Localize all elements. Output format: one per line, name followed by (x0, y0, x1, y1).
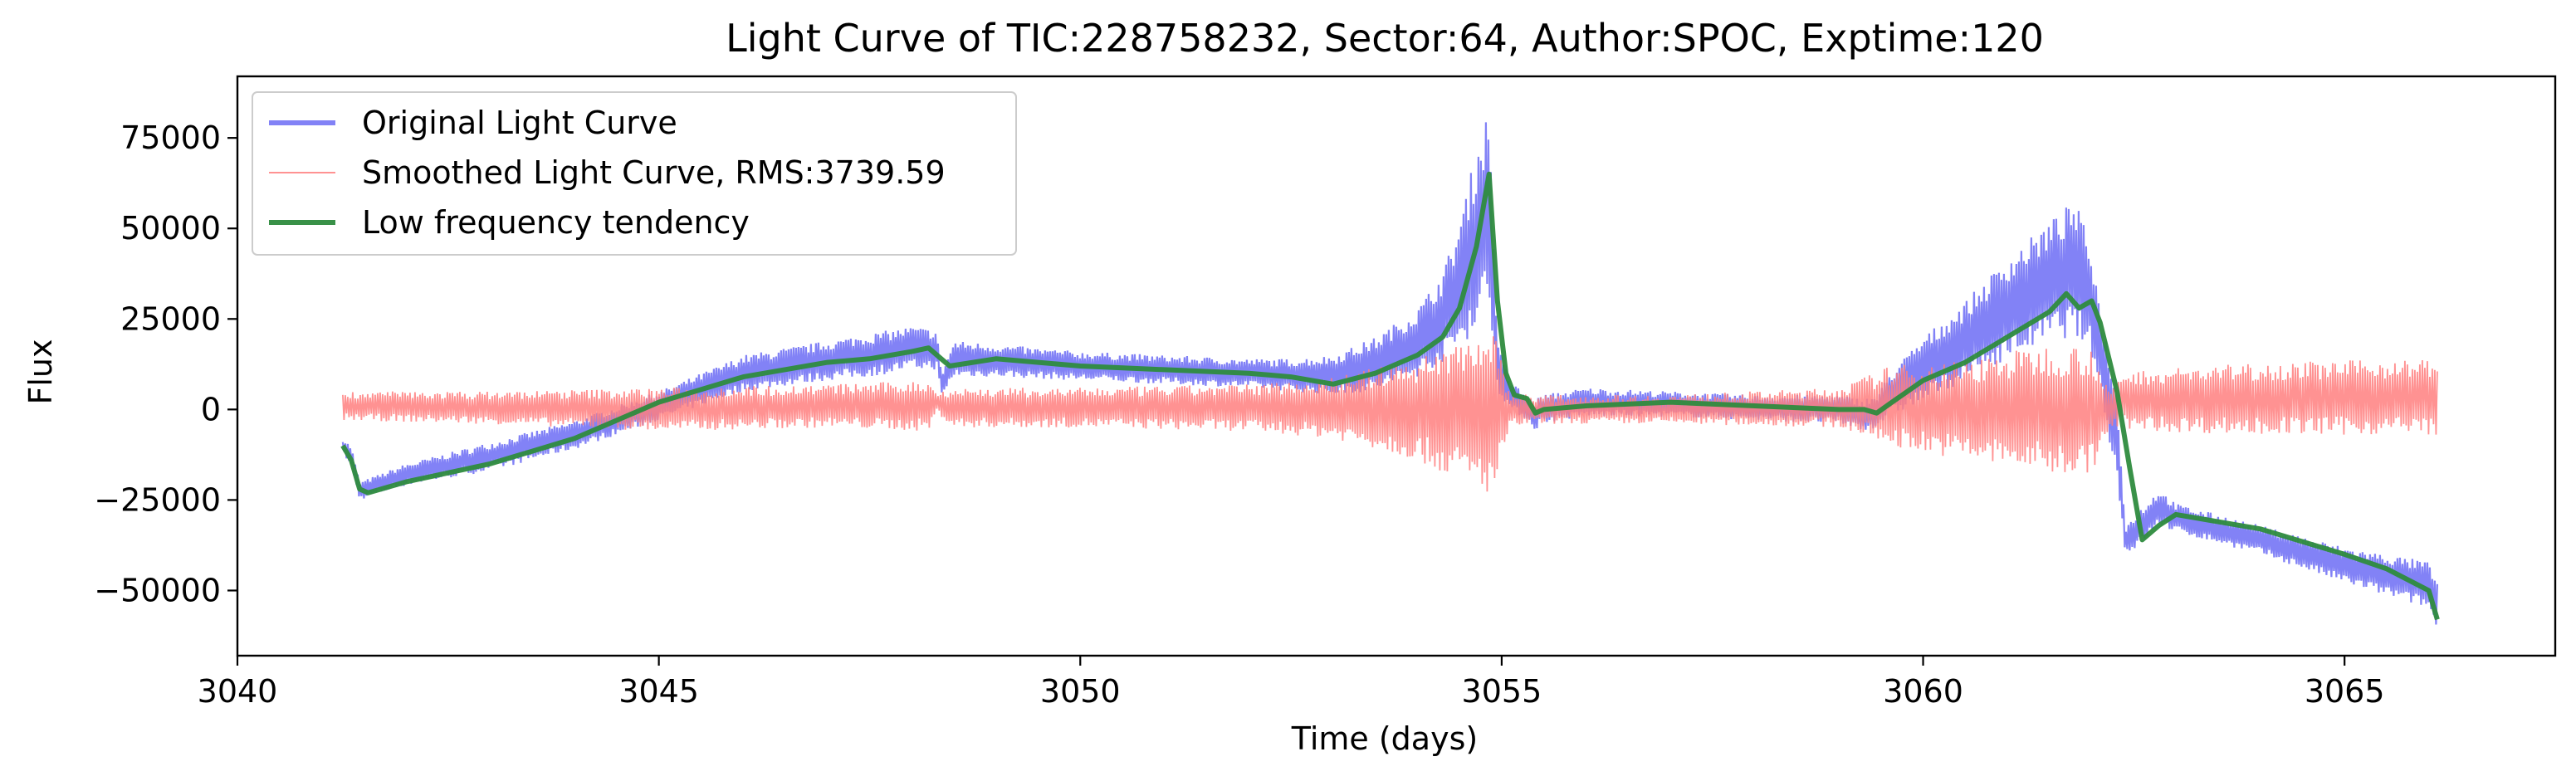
x-tick-label: 3055 (1462, 673, 1542, 710)
y-tick-label: 50000 (120, 210, 221, 247)
series-smoothed-light-curve-rms-3739-59 (342, 336, 2438, 492)
y-tick-label: 75000 (120, 120, 221, 156)
y-axis: −50000 −25000 0 25000 50000 75000 (94, 120, 237, 608)
data-layer (340, 122, 2440, 625)
plot-frame (236, 75, 2557, 657)
x-axis-label: Time (days) (1291, 720, 1478, 757)
x-tick-label: 3050 (1040, 673, 1121, 710)
legend-label-original-light-curve: Original Light Curve (362, 105, 677, 141)
legend-box (252, 91, 1017, 256)
x-tick-label: 3060 (1883, 673, 1963, 710)
y-tick-label: 25000 (120, 300, 221, 337)
x-tick-label: 3065 (2305, 673, 2385, 710)
y-tick-label: −50000 (94, 572, 221, 608)
x-tick-label: 3040 (198, 673, 278, 710)
legend-label-low-frequency-tendency: Low frequency tendency (362, 204, 750, 241)
series-low-frequency-tendency (340, 171, 2440, 621)
chart-title: Light Curve of TIC:228758232, Sector:64,… (726, 16, 2044, 61)
y-axis-label: Flux (22, 339, 59, 405)
y-tick-label: −25000 (94, 481, 221, 518)
x-tick-label: 3045 (618, 673, 699, 710)
x-axis: 3040 3045 3050 3055 3060 3065 (198, 656, 2385, 710)
legend: Original Light Curve Smoothed Light Curve… (252, 91, 1017, 256)
y-tick-label: 0 (201, 391, 221, 427)
legend-label-smoothed-light-curve-rms-3739-59: Smoothed Light Curve, RMS:3739.59 (362, 154, 946, 191)
